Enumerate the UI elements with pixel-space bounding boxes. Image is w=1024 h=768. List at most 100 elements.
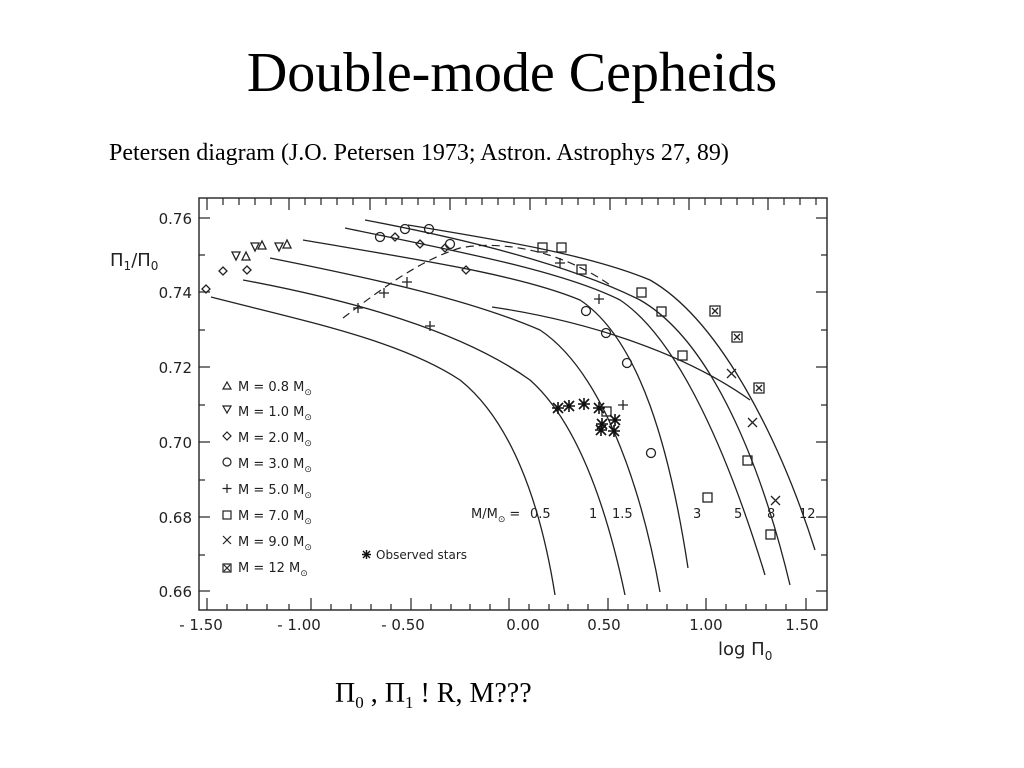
x-tick-labels: - 1.50 - 1.00 - 0.50 0.00 0.50 1.00 1.50 [179, 616, 819, 634]
triangle-down-marker [230, 251, 242, 262]
curve-shallow [491, 306, 751, 401]
curve-m12 [407, 224, 816, 551]
svg-text:0.5: 0.5 [530, 507, 551, 522]
asterisk-icon [362, 550, 371, 559]
circle-marker [600, 327, 612, 339]
x-ticks [206, 198, 817, 610]
plus-marker [402, 277, 412, 287]
asterisk-marker [609, 414, 621, 426]
circle-marker [444, 238, 456, 250]
svg-text:5: 5 [734, 507, 742, 522]
y-tick-labels: 0.76 0.74 0.72 0.70 0.68 0.66 [159, 210, 192, 601]
asterisk-marker [596, 418, 608, 430]
svg-text:M = 3.0 M⊙: M = 3.0 M⊙ [238, 457, 312, 475]
circle-marker [621, 357, 633, 369]
svg-text:M = 12 M⊙: M = 12 M⊙ [238, 561, 308, 579]
star4-marker [753, 382, 765, 394]
svg-text:M = 7.0 M⊙: M = 7.0 M⊙ [238, 509, 312, 527]
dashed-boundary [342, 244, 611, 319]
circle-marker [580, 305, 592, 317]
diamond-marker [218, 266, 228, 276]
asterisk-marker [563, 400, 575, 412]
y-tick-label: 0.74 [159, 284, 192, 302]
x-tick-label: - 0.50 [381, 616, 425, 634]
y-tick-label: 0.76 [159, 210, 192, 228]
svg-text:1: 1 [589, 507, 597, 522]
plus-marker [555, 258, 565, 268]
diamond-marker [461, 265, 471, 275]
y-axis-label: Π1/Π0 [110, 250, 158, 273]
x-tick-label: 1.00 [689, 616, 722, 634]
diamond-marker [440, 243, 450, 253]
asterisk-marker [595, 424, 607, 436]
curve-m1.5 [269, 257, 661, 593]
x-tick-label: 0.50 [587, 616, 620, 634]
asterisk-marker [552, 402, 564, 414]
svg-text:M/M⊙=: M/M⊙ = [471, 507, 520, 525]
svg-text:log Π0: log Π0 [718, 639, 772, 663]
cross-marker [770, 495, 781, 506]
svg-text:M = 5.0 M⊙: M = 5.0 M⊙ [238, 483, 312, 501]
square-marker [742, 455, 753, 466]
star4-marker [709, 305, 721, 317]
triangle-down-marker [249, 242, 261, 253]
triangle-up-marker [256, 239, 268, 250]
svg-text:3: 3 [693, 507, 701, 522]
x-tick-label: 0.00 [506, 616, 539, 634]
legend: M = 0.8 M⊙ M = 1.0 M⊙ M = 2.0 M⊙ M = 3.0… [221, 380, 312, 579]
plus-marker [425, 321, 435, 331]
square-marker [556, 242, 567, 253]
y-tick-label: 0.70 [159, 434, 192, 452]
observed-legend: Observed stars [362, 548, 467, 562]
circle-marker [423, 223, 435, 235]
plus-marker [353, 303, 363, 313]
y-tick-label: 0.66 [159, 583, 192, 601]
x-axis-label: log Π0 [718, 639, 772, 663]
y-tick-label: 0.72 [159, 359, 192, 377]
cross-marker [726, 368, 737, 379]
svg-text:12: 12 [799, 507, 816, 522]
slide-subtitle: Petersen diagram (J.O. Petersen 1973; As… [109, 140, 729, 166]
triangle-up-marker [240, 250, 252, 261]
asterisk-marker [593, 402, 605, 414]
square-marker [576, 264, 587, 275]
svg-text:M = 9.0 M⊙: M = 9.0 M⊙ [238, 535, 312, 553]
curve-m5 [344, 227, 766, 576]
svg-text:M = 1.0 M⊙: M = 1.0 M⊙ [238, 405, 312, 423]
x-tick-label: - 1.50 [179, 616, 223, 634]
square-marker [702, 492, 713, 503]
curve-m0.5 [210, 296, 556, 596]
svg-text:1.5: 1.5 [612, 507, 633, 522]
data-points [201, 223, 781, 540]
asterisk-marker [578, 398, 590, 410]
diamond-marker [415, 239, 425, 249]
plus-marker [594, 294, 604, 304]
x-tick-label: - 1.00 [277, 616, 321, 634]
curve-m3 [302, 239, 689, 569]
curve-m1 [242, 279, 626, 596]
x-tick-label: 1.50 [785, 616, 818, 634]
square-marker [537, 242, 548, 253]
star4-marker [731, 331, 743, 343]
curve-m8 [364, 219, 791, 586]
asterisk-marker [608, 425, 620, 437]
plus-marker [379, 288, 389, 298]
plus-marker [618, 400, 628, 410]
observed-stars [552, 398, 621, 437]
triangle-down-marker [273, 242, 285, 253]
slide-caption: Π0 , Π1 ! R, M??? [335, 678, 532, 712]
slide-title: Double-mode Cepheids [246, 42, 778, 104]
square-marker [656, 306, 667, 317]
mass-curves [210, 219, 816, 596]
mass-curve-labels: M/M⊙ = 0.5 1 1.5 3 5 8 12 [471, 507, 816, 525]
square-marker [677, 350, 688, 361]
svg-text:Π1/Π0: Π1/Π0 [110, 250, 158, 273]
plot-frame [198, 197, 828, 611]
square-marker [636, 287, 647, 298]
circle-marker [374, 231, 386, 243]
diamond-marker [390, 232, 400, 242]
diamond-marker [242, 265, 252, 275]
svg-text:8: 8 [767, 507, 775, 522]
square-marker [765, 529, 776, 540]
